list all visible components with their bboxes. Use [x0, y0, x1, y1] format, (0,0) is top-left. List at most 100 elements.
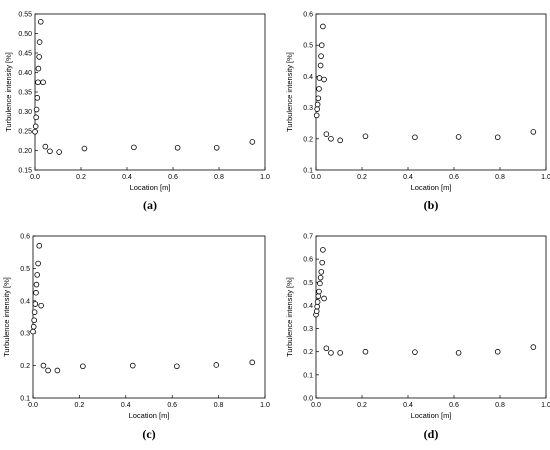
- x-tick-label: 0.2: [357, 174, 367, 181]
- data-point: [494, 348, 501, 355]
- data-point: [40, 79, 46, 86]
- data-point: [32, 123, 39, 130]
- x-tick-label: 0.4: [403, 174, 413, 181]
- data-point: [362, 348, 369, 355]
- data-point: [313, 308, 320, 315]
- data-point: [33, 289, 39, 296]
- data-point: [412, 134, 418, 141]
- data-point: [31, 317, 37, 324]
- y-axis-title: Turbulence intensity [%]: [285, 277, 294, 357]
- y-tick-label: 0.45: [18, 51, 32, 58]
- data-point: [321, 76, 327, 83]
- x-tick-label: 1.0: [260, 402, 270, 409]
- data-point: [81, 145, 88, 152]
- data-point: [31, 309, 38, 315]
- data-point: [316, 288, 322, 295]
- data-point: [319, 259, 326, 266]
- y-tick-label: 0.0: [303, 396, 313, 403]
- data-point: [213, 362, 220, 368]
- y-tick-label: 0.6: [303, 257, 313, 264]
- x-tick-label: 0.8: [495, 402, 505, 409]
- data-point: [314, 106, 320, 112]
- data-point: [323, 345, 330, 352]
- y-tick-label: 0.1: [303, 168, 313, 175]
- y-tick-label: 0.3: [303, 105, 313, 112]
- data-point: [35, 65, 42, 72]
- y-tick-label: 0.55: [18, 12, 32, 19]
- data-point: [315, 293, 322, 299]
- data-point: [412, 349, 418, 355]
- y-tick-label: 0.6: [20, 234, 30, 241]
- data-point: [36, 39, 43, 45]
- x-tick-label: 0.8: [214, 402, 224, 409]
- data-point: [129, 362, 136, 369]
- y-tick-label: 0.30: [18, 109, 32, 116]
- data-point: [32, 301, 39, 307]
- x-tick-label: 0.0: [28, 402, 38, 409]
- data-point: [34, 272, 40, 278]
- y-tick-label: 0.5: [20, 266, 30, 273]
- x-tick-label: 1.0: [541, 174, 550, 181]
- y-tick-label: 0.25: [18, 129, 32, 136]
- data-point: [314, 299, 321, 305]
- data-point: [313, 112, 320, 119]
- x-tick-label: 0.6: [167, 402, 177, 409]
- data-point: [80, 363, 86, 370]
- plot-frame: [34, 13, 266, 171]
- data-point: [314, 101, 321, 108]
- data-point: [33, 114, 39, 121]
- x-tick-label: 0.8: [495, 174, 505, 181]
- data-point: [45, 367, 51, 374]
- y-tick-label: 0.5: [303, 280, 313, 287]
- data-point: [34, 95, 41, 101]
- data-point: [316, 86, 322, 92]
- chart-panel: 0.0 0.2 0.4 0.6 0.8 1.0 0.15 0.20 0.25 0.30 0.35 0.…: [4, 12, 270, 213]
- y-tick-label: 0.40: [18, 70, 32, 77]
- y-axis-title: Turbulence intensity [%]: [285, 52, 294, 132]
- data-point: [36, 242, 43, 249]
- data-point: [317, 280, 323, 287]
- data-point: [328, 136, 334, 142]
- plot-frame: [32, 235, 266, 399]
- data-point: [249, 359, 256, 366]
- data-point: [318, 53, 324, 59]
- data-point: [494, 134, 501, 141]
- data-point: [56, 149, 62, 155]
- data-point: [249, 139, 256, 145]
- y-tick-label: 0.4: [20, 298, 30, 305]
- data-point: [328, 350, 334, 356]
- data-point: [47, 148, 53, 155]
- y-tick-label: 0.7: [303, 234, 313, 241]
- y-tick-label: 0.15: [18, 168, 32, 175]
- x-tick-label: 0.4: [403, 402, 413, 409]
- x-tick-label: 0.4: [121, 402, 131, 409]
- x-tick-label: 1.0: [541, 402, 550, 409]
- y-tick-label: 0.50: [18, 31, 32, 38]
- panel-label: (d): [424, 427, 439, 441]
- x-tick-label: 0.0: [311, 402, 321, 409]
- data-point: [174, 363, 180, 370]
- data-point: [530, 129, 537, 135]
- y-tick-label: 0.20: [18, 148, 32, 155]
- data-point: [213, 144, 220, 151]
- y-tick-label: 0.5: [303, 43, 313, 50]
- y-tick-label: 0.2: [20, 363, 30, 370]
- x-axis-title: Location [m]: [411, 411, 452, 420]
- panel-label: (c): [142, 427, 155, 441]
- data-point: [35, 79, 41, 86]
- data-point: [317, 274, 324, 281]
- data-point: [337, 137, 343, 144]
- y-tick-label: 0.35: [18, 90, 32, 97]
- x-tick-label: 0.2: [76, 174, 86, 181]
- data-point: [320, 247, 326, 253]
- data-point: [42, 143, 49, 150]
- x-tick-label: 0.0: [30, 174, 40, 181]
- y-tick-label: 0.3: [303, 326, 313, 333]
- data-point: [38, 302, 44, 309]
- y-tick-label: 0.3: [20, 331, 30, 338]
- plot-frame: [315, 13, 547, 171]
- data-point: [33, 281, 40, 288]
- y-axis-title: Turbulence intensity [%]: [4, 52, 13, 132]
- data-point: [323, 131, 330, 137]
- y-tick-label: 0.6: [303, 12, 313, 19]
